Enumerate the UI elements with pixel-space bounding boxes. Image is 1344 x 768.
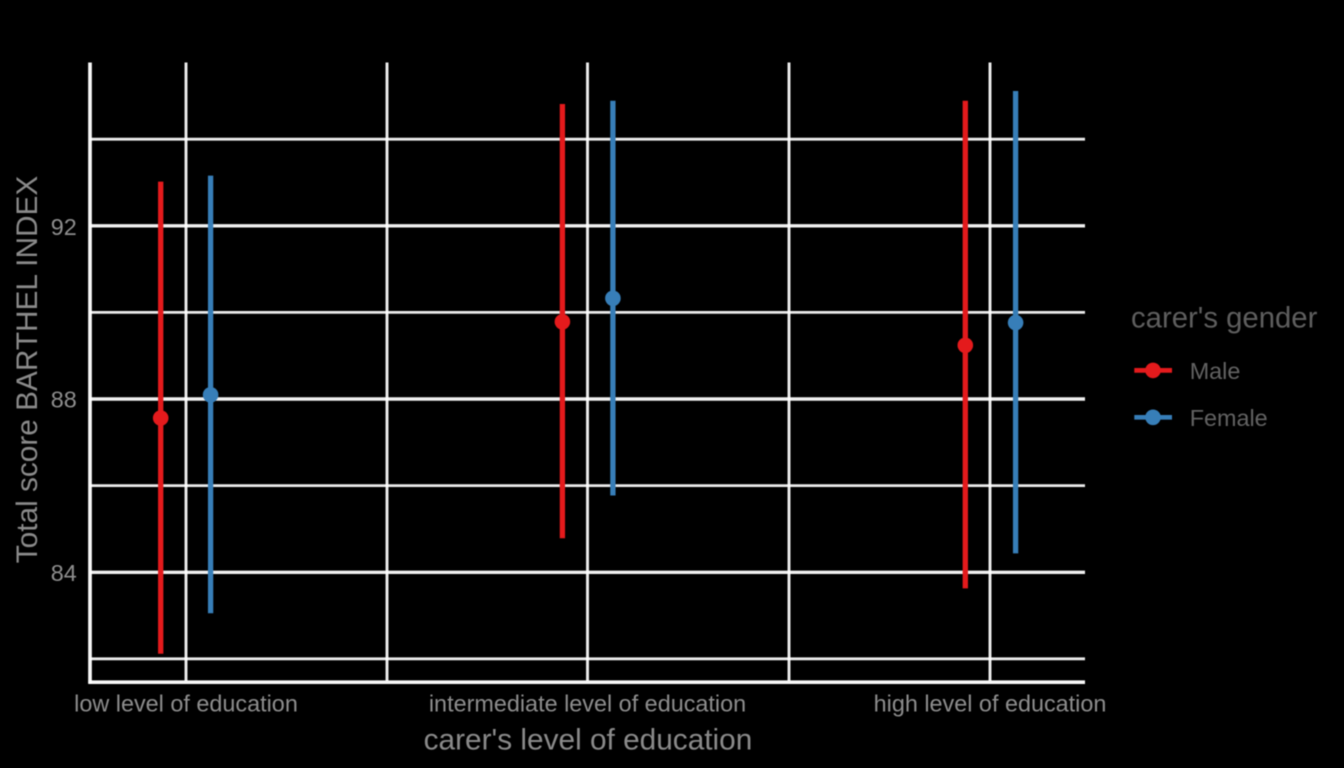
svg-text:Total score BARTHEL INDEX: Total score BARTHEL INDEX xyxy=(11,176,44,564)
svg-text:Female: Female xyxy=(1190,405,1268,431)
svg-text:Male: Male xyxy=(1190,358,1241,384)
svg-text:84: 84 xyxy=(51,560,77,586)
svg-text:88: 88 xyxy=(51,387,77,413)
svg-text:high level of education: high level of education xyxy=(874,691,1107,717)
svg-text:low level of education: low level of education xyxy=(74,691,298,717)
svg-text:intermediate level of educatio: intermediate level of education xyxy=(429,691,746,717)
svg-text:92: 92 xyxy=(51,214,77,240)
svg-text:carer's level of education: carer's level of education xyxy=(424,724,753,757)
svg-text:carer's gender: carer's gender xyxy=(1131,302,1318,335)
